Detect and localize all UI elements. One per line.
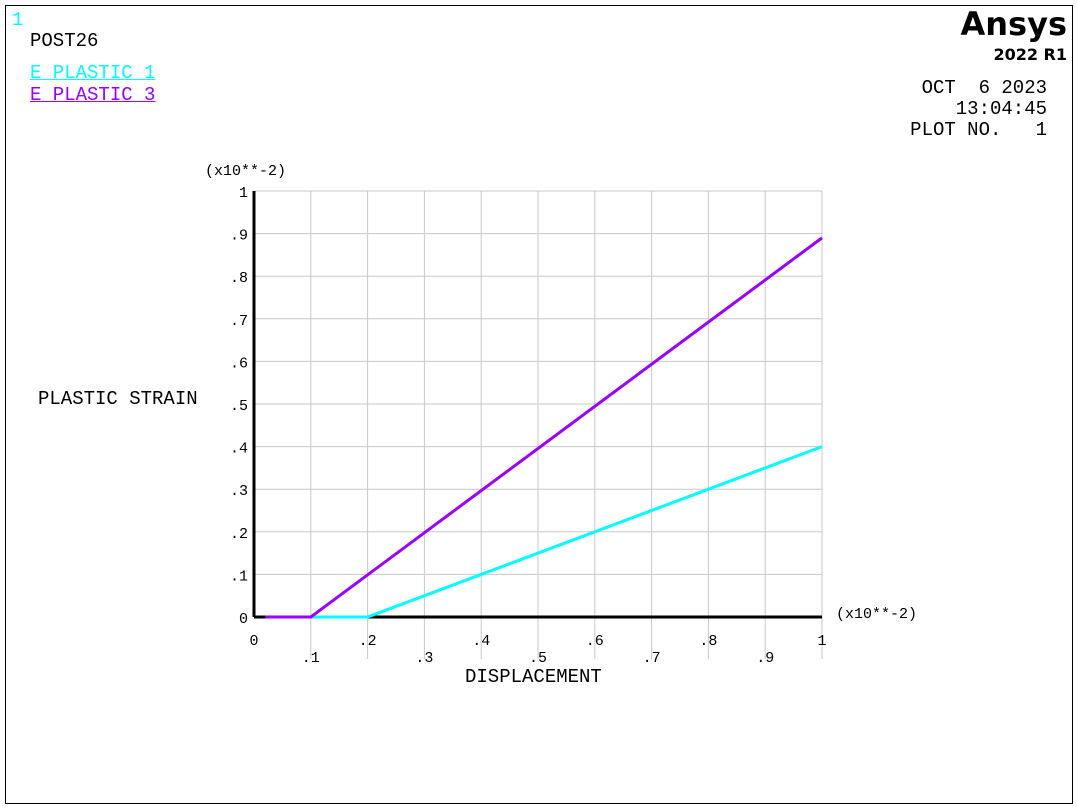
time-label: 13:04:45 — [955, 98, 1047, 120]
window-number: 1 — [12, 9, 24, 31]
x-tick-label: .7 — [643, 650, 661, 667]
y-tick-label: .3 — [230, 483, 248, 500]
x-tick-label: .4 — [472, 633, 490, 650]
y-tick-label: .5 — [230, 398, 248, 415]
y-tick-label: .4 — [230, 441, 248, 458]
plot-frame — [5, 5, 1073, 804]
legend-entry-3: E_PLASTIC_3 — [30, 84, 156, 106]
x-tick-label: .3 — [415, 650, 433, 667]
y-multiplier: (x10**-2) — [205, 163, 286, 180]
x-tick-label: .6 — [586, 633, 604, 650]
x-tick-label: .5 — [529, 650, 547, 667]
y-axis-label: PLASTIC STRAIN — [38, 388, 198, 410]
series-line-e-plastic-3 — [265, 236, 823, 619]
x-tick-label: .8 — [699, 633, 717, 650]
series-line-e-plastic-1 — [310, 445, 823, 619]
plot-number: PLOT NO. 1 — [910, 119, 1047, 141]
legend-entry-1: E_PLASTIC_1 — [30, 62, 156, 84]
x-tick-label: .9 — [756, 650, 774, 667]
x-multiplier: (x10**-2) — [836, 606, 917, 623]
x-axis-label: DISPLACEMENT — [465, 666, 602, 688]
ansys-logo: Ansys — [960, 5, 1068, 43]
y-tick-label: .7 — [230, 313, 248, 330]
date-label: OCT 6 2023 — [921, 77, 1047, 99]
x-tick-label: 1 — [817, 633, 826, 650]
y-tick-label: .1 — [230, 568, 248, 585]
program-label: POST26 — [30, 30, 99, 52]
y-tick-label: 1 — [239, 185, 248, 202]
y-tick-label: .9 — [230, 228, 248, 245]
y-tick-label: .8 — [230, 270, 248, 287]
y-tick-label: .6 — [230, 355, 248, 372]
x-tick-label: 0 — [249, 633, 258, 650]
x-tick-label: .2 — [359, 633, 377, 650]
y-tick-label: .2 — [230, 526, 248, 543]
x-tick-label: .1 — [302, 650, 320, 667]
y-tick-label: 0 — [239, 611, 248, 628]
version-label: 2022 R1 — [993, 45, 1067, 64]
